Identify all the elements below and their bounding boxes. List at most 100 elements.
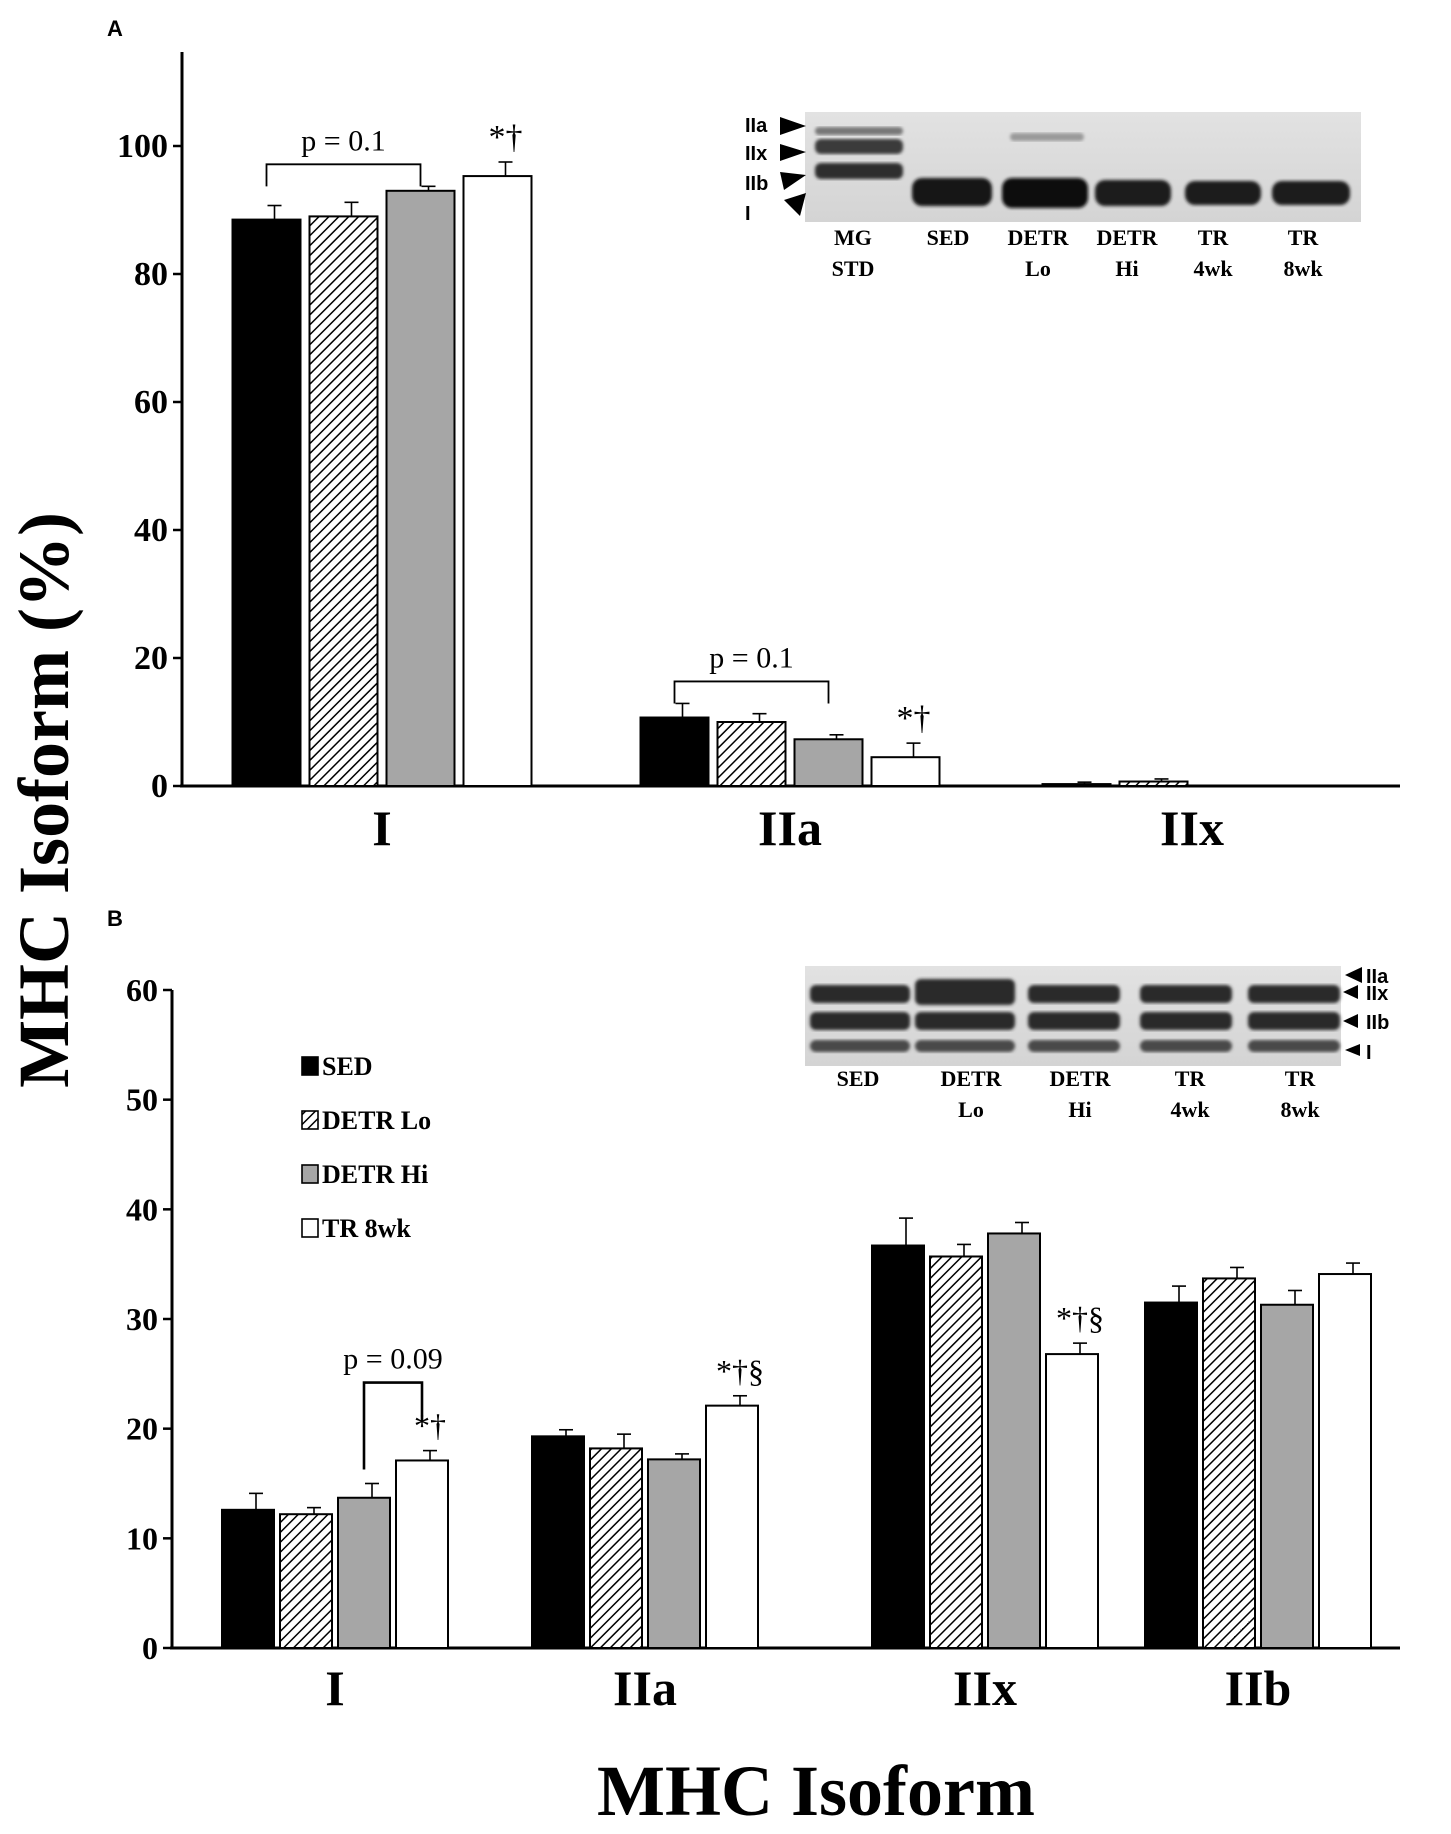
gel-a-band [1185,181,1261,205]
gel-b-arrow [1343,1014,1358,1028]
gel-a-arrow [780,144,806,161]
gel-b-band [1248,1012,1340,1030]
gel-lane-label: 4wk [1193,256,1233,281]
gel-a-band [1010,133,1084,141]
gel-b-arrow [1343,985,1358,999]
legend-label: DETR Hi [322,1160,428,1189]
gel-band-label: IIa [1366,966,1389,988]
legend-label: SED [322,1052,373,1081]
gel-band-label: IIx [1366,983,1388,1005]
gel-lane-label: 8wk [1283,256,1323,281]
bar-sed [231,218,302,788]
gel-lane-label: SED [927,225,970,250]
gel-lane-label: 4wk [1170,1097,1210,1122]
gel-a-band [1095,180,1171,206]
bar-sed [1144,1301,1198,1650]
gel-b-band [915,979,1015,1005]
gel-lane-label: TR [1288,225,1320,250]
gel-a-band [1272,181,1350,205]
x-category-label: I [372,800,391,856]
significance-marker: *† [489,119,523,156]
gel-a-arrow [784,193,806,216]
gel-b-band [810,985,910,1003]
x-category-label: IIb [1225,1660,1292,1716]
bar-detr-lo [279,1513,333,1649]
chart-panel-a: 0 20 40 60 80 100 p = 0.1 *† p = 0.1 *† I IIa IIx [117,52,1400,856]
gel-b-arrow [1345,967,1362,983]
significance-bracket [362,1381,424,1470]
bar-detr-lo [716,721,787,787]
gel-lane-label: Lo [958,1097,984,1122]
significance-bracket [673,680,830,704]
gel-b-band [1140,985,1232,1003]
y-tick-label: 40 [126,1191,158,1227]
gel-b-band [1248,1040,1340,1052]
gel-band-label: IIa [745,115,768,137]
gel-b-band [1140,1012,1232,1030]
gel-b-band [1248,985,1340,1003]
y-axis-title: MHC Isoform (%) [4,512,84,1088]
gel-band-label: I [1366,1042,1372,1064]
gel-a-arrow [780,117,806,135]
bar-detr-lo [308,215,379,787]
significance-marker: *†§ [716,1353,764,1389]
gel-b-band [915,1012,1015,1030]
x-category-label: IIx [1160,800,1224,856]
x-category-label: I [325,1660,344,1716]
bar-detr-lo [589,1447,643,1649]
bar-tr-8wk [705,1404,759,1650]
y-tick-label: 100 [117,128,168,165]
legend-swatch [301,1110,319,1130]
gel-b-arrow [1345,1044,1360,1056]
gel-lane-label: Lo [1025,256,1051,281]
gel-a-band [815,127,903,135]
bar-tr-8wk [1045,1353,1099,1650]
gel-image-a: IIa IIx IIb I MG STD SED DETR Lo DETR Hi TR 4wk TR 8wk [745,112,1361,281]
gel-a-band [1002,178,1088,208]
p-value-label: p = 0.1 [709,641,793,674]
significance-marker: *†§ [1056,1300,1104,1336]
significance-marker: *† [897,700,931,737]
gel-lane-label: DETR [1096,225,1158,250]
bar-detr-hi [337,1496,391,1650]
bar-tr-8wk [462,175,533,787]
gel-lane-label: Hi [1115,256,1138,281]
bar-detr-hi [1260,1303,1314,1649]
y-tick-label: 30 [126,1301,158,1337]
gel-lane-label: SED [837,1066,880,1091]
x-axis-title: MHC Isoform [597,1751,1035,1831]
gel-a-band [912,178,992,206]
bar-tr-8wk [870,756,941,788]
gel-band-label: I [745,203,751,225]
x-category-label: IIa [613,1660,677,1716]
bar-detr-hi [647,1458,701,1649]
y-tick-label: 0 [151,768,168,805]
y-tick-label: 60 [134,384,168,421]
gel-lane-label: TR [1175,1066,1207,1091]
gel-lane-label: STD [832,256,875,281]
gel-a-band [815,139,903,154]
y-tick-label: 80 [134,256,168,293]
y-tick-label: 10 [126,1520,158,1556]
bar-detr-hi [793,738,864,788]
legend-swatch [301,1164,319,1184]
legend-label: TR 8wk [322,1214,411,1243]
p-value-label: p = 0.1 [301,124,385,157]
gel-band-label: IIx [745,143,767,165]
bar-detr-lo [1118,780,1189,788]
y-tick-label: 60 [126,972,158,1008]
gel-b-band [1140,1040,1232,1052]
panel-a-label: A [107,16,123,41]
gel-band-label: IIb [1366,1012,1389,1034]
bar-sed [1041,783,1112,788]
gel-b-band [915,1040,1015,1052]
x-category-label: IIa [758,800,822,856]
gel-lane-label: DETR [1049,1066,1111,1091]
gel-lane-label: DETR [940,1066,1002,1091]
gel-lane-label: Hi [1068,1097,1091,1122]
gel-lane-label: TR [1285,1066,1317,1091]
y-tick-label: 0 [142,1630,158,1666]
